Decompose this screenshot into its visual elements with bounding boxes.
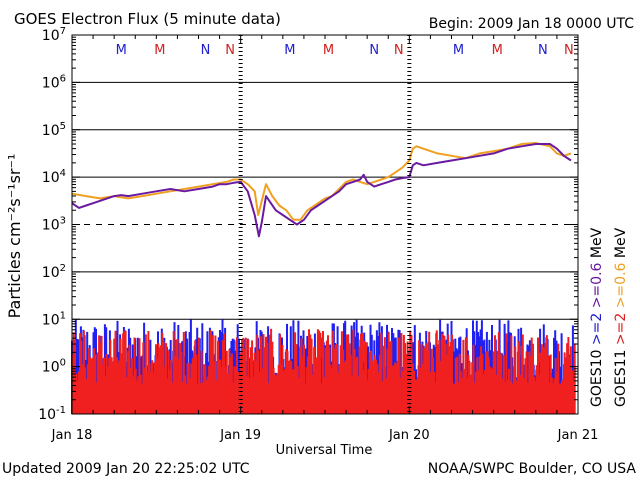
x-tick-label: Jan 19: [219, 428, 261, 443]
marker-letter: M: [492, 43, 503, 58]
marker-letter: N: [564, 43, 574, 58]
marker-letter: N: [538, 43, 548, 58]
y-tick-label: 101: [42, 310, 66, 328]
y-tick-label: 10-1: [38, 405, 66, 423]
y-tick-label: 103: [42, 216, 66, 234]
y-tick-label: 106: [42, 73, 66, 91]
updated-label: Updated 2009 Jan 20 22:25:02 UTC: [2, 461, 250, 477]
chart-title: GOES Electron Flux (5 minute data): [14, 10, 281, 28]
y-tick-label: 107: [42, 26, 66, 44]
marker-letter: N: [225, 43, 235, 58]
y-tick-label: 100: [42, 358, 66, 376]
y-tick-label: 104: [42, 168, 66, 186]
marker-letter: N: [201, 43, 211, 58]
marker-letter: M: [154, 43, 165, 58]
marker-letter: M: [453, 43, 464, 58]
y-axis-label: Particles cm⁻²s⁻¹sr⁻¹: [5, 154, 24, 319]
x-tick-label: Jan 20: [388, 428, 430, 443]
legend-entry: GOES11 >=2 >=0.6 MeV: [613, 227, 629, 407]
x-axis-ticks: Jan 18 Jan 19 Jan 20 Jan 21: [51, 35, 599, 443]
noise-series: [71, 319, 576, 414]
marker-letter: M: [323, 43, 334, 58]
y-axis-ticks: 10-1 100 101 102 103 104 105 106 107: [38, 26, 578, 423]
legend-entry: GOES10 >=2 >=0.6 MeV: [589, 227, 605, 407]
y-tick-label: 105: [42, 121, 66, 139]
marker-letter: M: [116, 43, 127, 58]
x-tick-label: Jan 18: [51, 428, 93, 443]
marker-letter: N: [369, 43, 379, 58]
y-tick-label: 102: [42, 263, 66, 281]
legend: GOES10 >=2 >=0.6 MeV GOES11 >=2 >=0.6 MeV: [589, 227, 629, 407]
begin-label: Begin: 2009 Jan 18 0000 UTC: [429, 16, 634, 32]
marker-letter: M: [284, 43, 295, 58]
flux-series: [71, 142, 572, 238]
x-tick-label: Jan 21: [557, 428, 599, 443]
x-axis-label: Universal Time: [276, 443, 373, 458]
credit-label: NOAA/SWPC Boulder, CO USA: [428, 461, 637, 477]
plot-grid: [72, 81, 578, 320]
series-line: [71, 143, 572, 238]
marker-letter: N: [394, 43, 404, 58]
noise-series-path: [71, 328, 576, 414]
series-line: [71, 142, 572, 221]
